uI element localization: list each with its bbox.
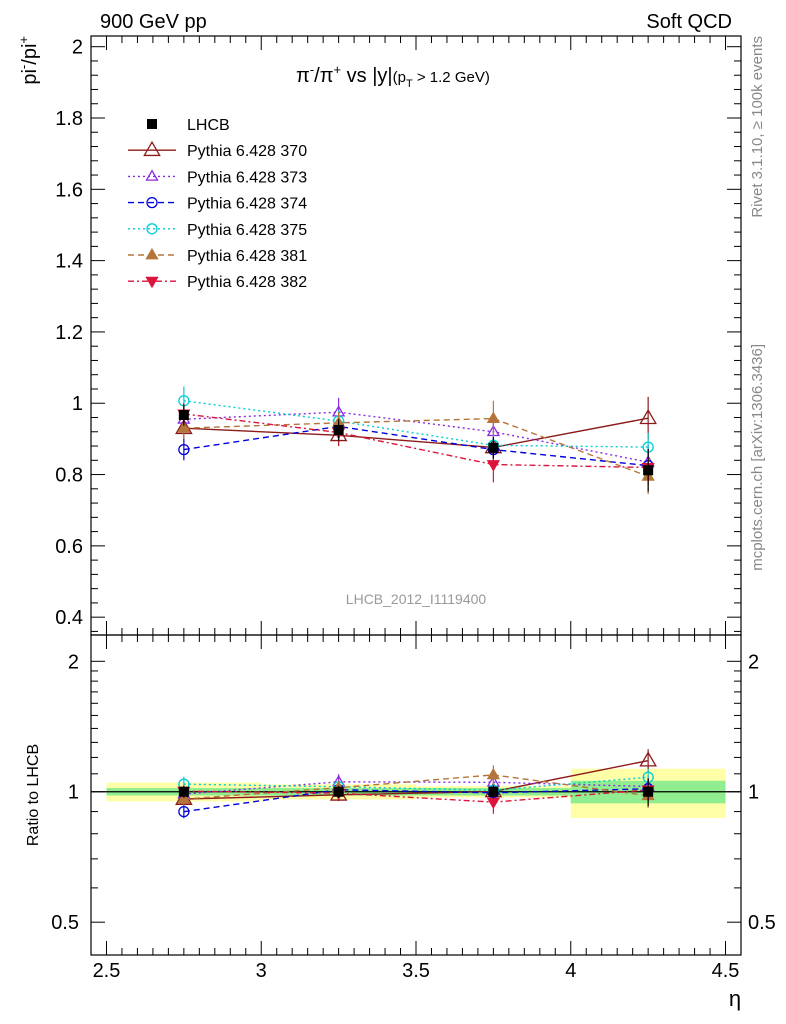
series-line [183,400,649,448]
legend-marker [145,169,159,181]
lhcb-point [488,442,499,453]
legend-item: Pythia 6.428 375 [128,222,307,239]
lhcb-point [178,410,189,421]
y-tick-label: 0.8 [55,465,83,487]
ratio-tick-label: 1 [68,782,79,804]
legend-item: Pythia 6.428 370 [128,140,307,160]
legend-marker [145,247,159,260]
legend-item: Pythia 6.428 373 [128,169,307,186]
ratio-series-line [183,789,649,803]
ratio-series-line [183,759,649,800]
legend-item: LHCB [147,117,230,134]
lhcb-ratio-point [333,786,344,797]
ratio-tick-label-right: 0.5 [748,912,776,934]
legend-marker [147,119,157,129]
chart-title: π-/π+ vs |y|(pT > 1.2 GeV) [296,62,490,90]
y-axis-label: pi-/pi+ [16,36,41,85]
legend-marker [146,223,158,235]
header-right: Soft QCD [646,11,732,33]
y-tick-label: 0.4 [55,607,83,629]
y-tick-label: 0.6 [55,536,83,558]
ratio-point [486,797,501,810]
analysis-watermark: LHCB_2012_I1119400 [346,591,487,607]
series-line [183,417,649,449]
series-4 [178,386,654,462]
ratio-tick-label-right: 1 [748,782,759,804]
legend-label: Pythia 6.428 373 [187,169,307,186]
data-point [177,421,191,433]
x-tick-label: 4.5 [712,960,740,982]
series-5 [177,400,655,495]
y-tick-label: 1.4 [55,251,83,273]
ratio-tick-label: 0.5 [51,912,79,934]
legend-item: Pythia 6.428 374 [128,196,307,213]
series-6 [177,403,655,486]
y-tick-label: 1 [72,393,83,415]
lhcb-ratio-point [178,786,189,797]
lhcb-point [643,465,654,476]
series-line [183,411,649,463]
data-point [486,411,501,423]
ratio-tick-label-right: 2 [748,651,759,673]
data-point [639,408,657,425]
ratio-tick-label: 2 [68,651,79,673]
legend-label: Pythia 6.428 374 [187,196,307,213]
data-point [486,460,501,472]
legend-marker [145,276,159,289]
legend-label: LHCB [187,117,230,134]
y-tick-label: 1.6 [55,179,83,201]
ratio-series-line [183,788,649,813]
y-tick-label: 2 [72,37,83,59]
legend-label: Pythia 6.428 370 [187,143,307,160]
legend-item: Pythia 6.428 381 [128,247,307,265]
series-line [183,413,649,469]
mcplots-label: mcplots.cern.ch [arXiv:1306.3436] [749,344,766,571]
legend-label: Pythia 6.428 382 [187,274,307,291]
series-lhcb [178,404,654,807]
ratio-point [178,805,190,818]
legend-item: Pythia 6.428 382 [128,274,307,291]
ratio-point [639,751,657,767]
legend-label: Pythia 6.428 381 [187,248,307,265]
ratio-series-line [183,774,649,800]
x-axis-label: η [729,986,741,1011]
x-tick-label: 2.5 [93,960,121,982]
x-tick-label: 3.5 [402,960,430,982]
series-line [183,425,649,467]
lhcb-point [333,424,344,435]
legend-label: Pythia 6.428 375 [187,222,307,239]
header-left: 900 GeV pp [100,11,207,33]
x-tick-label: 3 [256,960,267,982]
series-2 [177,397,655,480]
y-tick-label: 1.8 [55,108,83,130]
legend-marker [143,140,161,157]
x-tick-label: 4 [565,960,576,982]
y-tick-label: 1.2 [55,322,83,344]
lhcb-ratio-point [488,786,499,797]
ratio-point [486,767,501,780]
lhcb-ratio-point [643,786,654,797]
rivet-label: Rivet 3.1.10, ≥ 100k events [749,36,766,218]
data-point [178,443,190,456]
ratio-y-axis-label: Ratio to LHCB [25,744,42,846]
series-line [183,417,649,477]
legend-marker [146,196,158,209]
